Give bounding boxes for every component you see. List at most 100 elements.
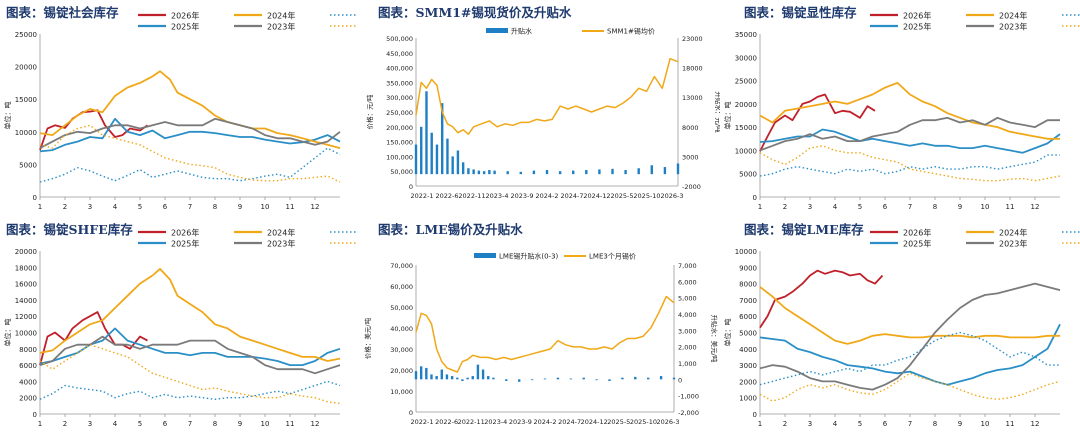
x-tick-label: 4 (113, 420, 118, 428)
legend-label: 2024年 (267, 228, 295, 238)
chart-title: 图表：锡锭LME库存 (744, 222, 864, 237)
y-tick-label-right: 7,000 (678, 262, 697, 270)
x-tick-label: 10 (981, 203, 990, 211)
x-tick-label: 3 (88, 203, 92, 211)
y-tick-label: 5000 (739, 330, 757, 338)
y-tick-label: 0 (753, 194, 757, 202)
basis-bar (425, 91, 428, 175)
y-tick-label: 18000 (15, 264, 37, 272)
legend-label: SMM1#锡均价 (607, 27, 655, 36)
basis-bar (430, 374, 433, 380)
basis-bar (472, 169, 475, 175)
basis-bar (505, 379, 508, 381)
x-tick-label: 12 (1031, 420, 1040, 428)
basis-bar (545, 170, 549, 175)
y-tick-label-left: 350,000 (386, 79, 413, 87)
y-tick-label-left: 40,000 (390, 325, 413, 333)
series-line (759, 269, 884, 329)
basis-bar (481, 369, 485, 380)
y-tick-label: 0 (33, 411, 37, 419)
x-tick-label: 11 (1006, 420, 1015, 428)
basis-bar (461, 162, 465, 175)
y-tick-label-right: -2,000 (678, 409, 699, 417)
legend-label: 2025年 (171, 239, 199, 249)
basis-bar (518, 379, 521, 382)
x-tick-label: 5 (858, 420, 862, 428)
y-tick-label: 2000 (739, 378, 757, 386)
y-tick-label: 9000 (739, 264, 757, 272)
y-tick-label-left: 100,000 (386, 153, 413, 161)
series-line (39, 147, 341, 183)
x-tick-label: 2024-12 (583, 192, 610, 200)
x-tick-label: 9 (238, 203, 242, 211)
series-line (759, 93, 876, 152)
legend-label: 2023年 (267, 239, 295, 249)
y-tick-label-left: 150,000 (386, 139, 413, 147)
y-tick-label: 20000 (735, 101, 757, 109)
y-axis-label: 单位：吨 (723, 102, 732, 130)
x-tick-label: 2024-2 (535, 192, 558, 200)
y-tick-label: 6000 (19, 362, 37, 370)
basis-bar (435, 144, 439, 175)
y-axis-label: 单位：吨 (3, 102, 12, 130)
chart-lme-inventory: 2026年2025年2024年2023年2022年2021年0100020003… (723, 228, 1080, 428)
legend-swatch (474, 253, 496, 258)
x-tick-label: 8 (213, 420, 217, 428)
y-tick-label: 25000 (735, 78, 757, 86)
legend-label: 升贴水 (511, 27, 532, 36)
series-line (39, 70, 341, 149)
chart-title: 图表：锡锭社会库存 (6, 5, 119, 20)
basis-bar (582, 377, 585, 380)
series-line (759, 128, 1061, 154)
y-axis-label: 单位：吨 (3, 319, 12, 347)
chart-shfe-inventory: 2026年2025年2024年2023年2022年2021年0200040006… (3, 228, 358, 428)
x-tick-label: 11 (1006, 203, 1015, 211)
basis-bar (530, 379, 534, 381)
x-tick-label: 7 (188, 203, 192, 211)
price-line (415, 295, 675, 373)
basis-bar (558, 171, 562, 175)
y-tick-label-left: 400,000 (386, 65, 413, 73)
basis-bar (425, 367, 428, 380)
x-tick-label: 10 (981, 420, 990, 428)
price-line (415, 57, 679, 135)
basis-bar (419, 366, 423, 380)
panel-social-inventory: 图表：锡锭社会库存 2026年2025年2024年2023年2022年2021年… (0, 0, 360, 216)
legend-label: 2025年 (903, 22, 931, 32)
legend-label: 2024年 (999, 11, 1027, 21)
y-tick-label: 15000 (735, 124, 757, 132)
basis-bar (634, 376, 637, 380)
x-tick-label: 12 (311, 203, 320, 211)
legend-label: 2024年 (267, 11, 295, 21)
x-tick-label: 6 (163, 203, 168, 211)
basis-bar (461, 379, 464, 381)
x-tick-label: 2022-11 (458, 418, 485, 426)
x-tick-label: 2022-1 (410, 192, 433, 200)
y-tick-label: 10000 (735, 248, 757, 256)
x-tick-label: 2022-11 (458, 192, 485, 200)
series-line (759, 331, 1060, 386)
chart-title: 图表：LME锡价及升贴水 (378, 222, 523, 237)
y-tick-label-right: 3000 (682, 153, 699, 161)
y-tick-label: 5000 (739, 171, 757, 179)
y-tick-label: 8000 (19, 346, 37, 354)
x-tick-label: 2026-3 (656, 418, 679, 426)
series-line (759, 154, 1060, 177)
x-tick-label: 2025-10 (630, 418, 657, 426)
basis-bar (456, 377, 459, 380)
series-line (759, 286, 1060, 345)
x-tick-label: 7 (188, 420, 192, 428)
x-tick-label: 9 (958, 203, 962, 211)
chart-visible-inventory: 2026年2025年2024年2023年2022年2021年0500010000… (723, 11, 1080, 211)
legend-label: 2023年 (267, 22, 295, 32)
x-tick-label: 10 (261, 203, 270, 211)
basis-bar (487, 376, 490, 380)
basis-bar (456, 150, 460, 175)
basis-bar (467, 168, 470, 175)
basis-bar (621, 377, 624, 380)
chart-title: 图表：锡锭显性库存 (744, 5, 857, 20)
y-tick-label-left: 20,000 (390, 367, 413, 375)
series-line (39, 344, 341, 405)
y-tick-label-left: 500,000 (386, 35, 413, 43)
y-tick-label-right: 23000 (682, 35, 703, 43)
